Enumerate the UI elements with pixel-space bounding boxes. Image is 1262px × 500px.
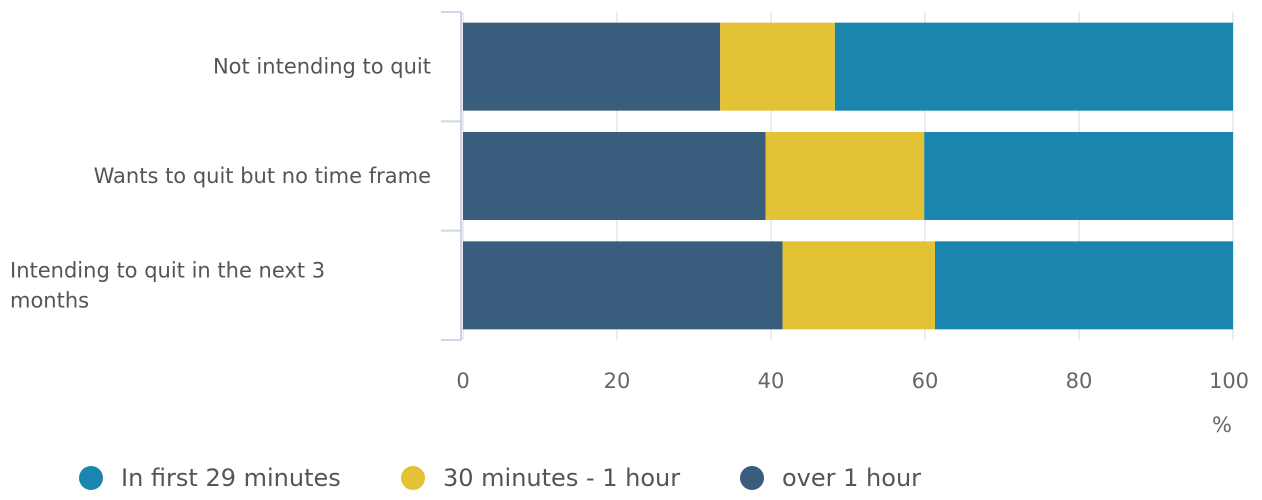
x-tick-label-3: 60: [912, 369, 939, 393]
category-label-2: Intending to quit in the next 3 months: [10, 258, 325, 312]
category-axis: [441, 11, 462, 341]
x-tick-label-2: 40: [758, 369, 785, 393]
x-axis-ticks: 0 20 40 60 80 100: [456, 369, 1249, 393]
category-label-0: Not intending to quit: [213, 55, 431, 79]
bar-0-series-0: [463, 22, 721, 111]
x-tick-label-4: 80: [1066, 369, 1093, 393]
category-label-2-line-0: Intending to quit in the next 3: [10, 258, 325, 282]
bar-1-series-0: [463, 132, 766, 220]
bar-2-series-2: [935, 241, 1233, 330]
x-axis-unit-label: %: [1212, 413, 1232, 437]
category-label-1: Wants to quit but no time frame: [94, 164, 431, 188]
legend-label-0: In first 29 minutes: [121, 464, 341, 492]
x-tick-label-5: 100: [1209, 369, 1249, 393]
x-tick-label-0: 0: [456, 369, 469, 393]
bar-0-series-1: [720, 22, 835, 111]
bar-2-series-0: [463, 241, 783, 330]
x-tick-label-1: 20: [604, 369, 631, 393]
legend-label-2: over 1 hour: [782, 464, 921, 492]
legend-marker-2: [740, 466, 764, 490]
legend: In first 29 minutes 30 minutes - 1 hour ov…: [79, 464, 921, 492]
bars: [463, 22, 1233, 330]
bar-2-series-1: [782, 241, 936, 330]
legend-label-1: 30 minutes - 1 hour: [443, 464, 680, 492]
legend-marker-0: [79, 466, 103, 490]
category-label-2-line-1: months: [10, 288, 89, 312]
bar-0-series-2: [834, 22, 1233, 111]
bar-1-series-2: [924, 132, 1233, 220]
legend-marker-1: [401, 466, 425, 490]
bar-1-series-1: [765, 132, 925, 220]
category-labels: Not intending to quit Wants to quit but n…: [10, 55, 431, 313]
